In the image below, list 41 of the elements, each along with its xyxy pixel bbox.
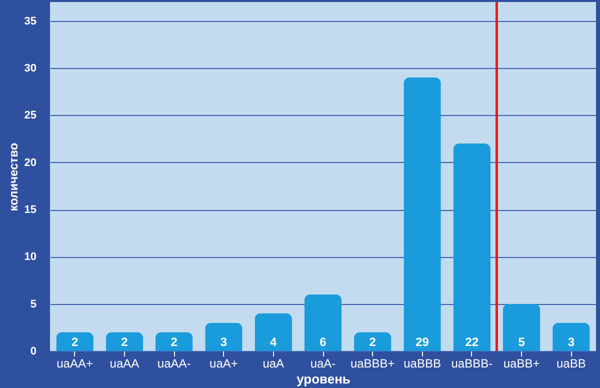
bar — [254, 313, 292, 351]
data-label: 4 — [270, 335, 278, 349]
x-tick-label: uaA — [262, 356, 284, 370]
x-tick-label: uaAA — [110, 356, 140, 370]
y-axis-title: количество — [6, 142, 20, 212]
x-axis-title: уровень — [296, 372, 350, 386]
bar — [453, 143, 491, 351]
bar — [106, 332, 144, 351]
bar — [155, 332, 193, 351]
y-tick-label: 0 — [30, 346, 36, 358]
bar — [205, 322, 242, 351]
y-tick-label: 5 — [30, 298, 36, 310]
data-label: 29 — [416, 335, 430, 349]
y-tick-label: 30 — [24, 62, 36, 75]
bar — [404, 77, 441, 351]
y-tick-label: 15 — [24, 204, 36, 216]
data-label: 3 — [220, 335, 228, 349]
data-label: 2 — [369, 335, 376, 349]
data-label: 2 — [121, 335, 128, 349]
y-tick-label: 10 — [24, 251, 36, 264]
data-label: 5 — [518, 335, 526, 349]
data-label: 3 — [568, 335, 575, 349]
bar — [552, 322, 590, 351]
x-tick-label: uaBBB — [404, 356, 441, 370]
bar — [502, 304, 540, 351]
data-label: 2 — [170, 335, 178, 349]
data-label: 2 — [71, 335, 78, 349]
x-tick-label: uaBB — [556, 356, 586, 370]
x-tick-label: uaAA- — [157, 356, 191, 370]
data-label: 6 — [320, 335, 327, 349]
y-tick-label: 35 — [24, 15, 36, 28]
y-tick-label: 25 — [24, 110, 36, 122]
x-tick-label: uaA+ — [210, 356, 238, 370]
x-tick-label: uaBB+ — [503, 356, 540, 370]
x-tick-label: uaBBB- — [451, 356, 493, 370]
y-tick-label: 20 — [24, 156, 36, 169]
data-label: 22 — [465, 335, 479, 349]
bar — [304, 294, 342, 351]
x-tick-label: uaAA+ — [56, 356, 94, 370]
x-tick-label: uaBBB+ — [350, 356, 395, 370]
x-tick-label: uaA- — [310, 356, 336, 370]
